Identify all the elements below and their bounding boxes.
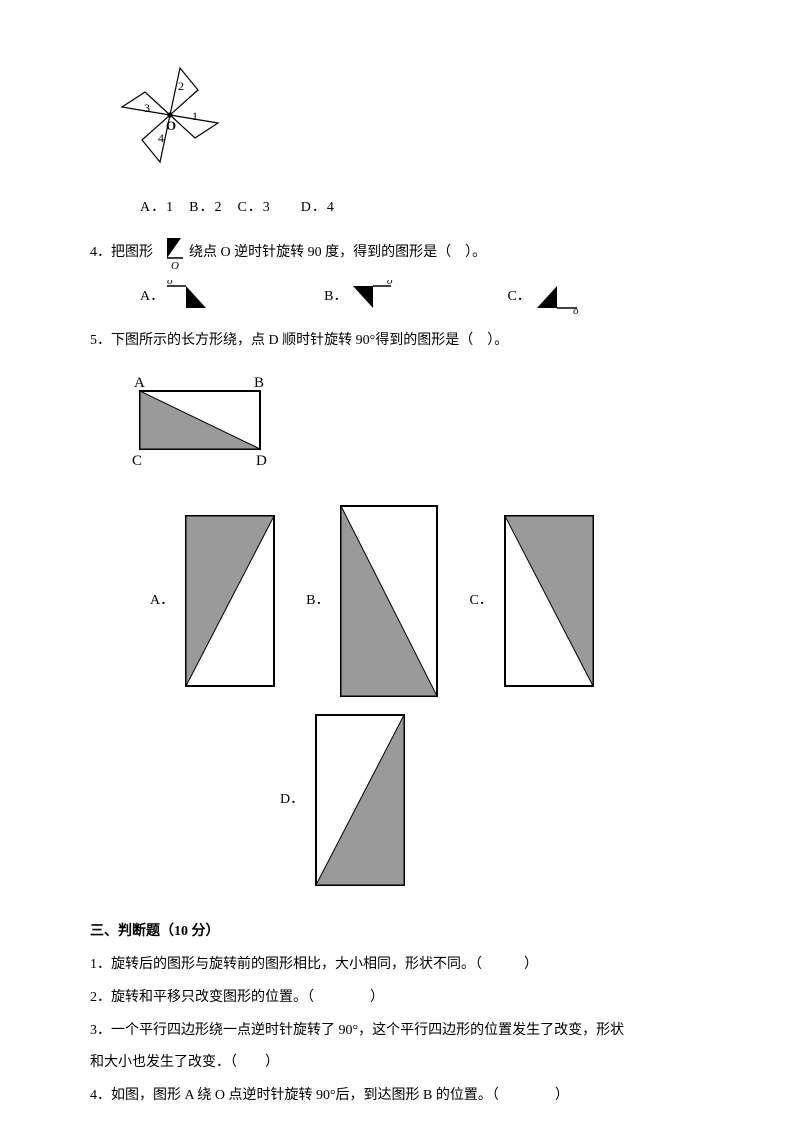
svg-text:D: D: [256, 453, 267, 469]
q5-rect-svg: A B C D: [120, 371, 290, 471]
q4-text-after: 绕点 O 逆时针旋转 90 度，得到的图形是（ ）。: [189, 238, 486, 269]
pinwheel-label-1: 1: [192, 109, 198, 123]
svg-text:o: o: [573, 305, 579, 316]
question-5: 5．下图所示的长方形绕，点 D 顺时针旋转 90°得到的图形是（ ）。: [90, 326, 704, 357]
svg-text:O: O: [171, 260, 179, 272]
q5-option-a: A．: [150, 514, 276, 688]
q4-optB-icon: o: [347, 280, 397, 316]
judge-1: 1．旋转后的图形与旋转前的图形相比，大小相同，形状不同。（ ）: [90, 950, 704, 981]
pinwheel-label-3: 3: [144, 101, 150, 115]
q4-optC-label: C．: [507, 282, 530, 313]
judge-3b: 和大小也发生了改变．（ ）: [90, 1048, 704, 1079]
q4-optB-label: B．: [324, 282, 347, 313]
q5-optC-label: C．: [469, 586, 492, 617]
svg-text:B: B: [254, 375, 264, 391]
q5-optA-label: A．: [150, 586, 174, 617]
q5-optD-label: D．: [280, 785, 304, 816]
judge-4: 4．如图，图形 A 绕 O 点逆时针旋转 90°后，到达图形 B 的位置。（ ）: [90, 1081, 704, 1112]
pinwheel-label-2: 2: [178, 79, 184, 93]
q4-optC-icon: o: [531, 280, 585, 316]
pinwheel-figure: 1 2 3 4 O: [110, 60, 704, 183]
pinwheel-svg: 1 2 3 4 O: [110, 60, 230, 170]
q5-options-row1: A． B． C．: [150, 504, 704, 698]
q5-optA-icon: [184, 514, 276, 688]
q5-optD-icon: [314, 713, 406, 887]
q4-text-before: 4．把图形: [90, 238, 153, 269]
q4-option-b: B． o: [324, 280, 397, 316]
q4-shape-icon: O: [153, 236, 189, 272]
q5-reference-rect: A B C D: [120, 371, 704, 484]
q5-option-b: B．: [306, 504, 439, 698]
q5-option-c: C．: [469, 514, 594, 688]
section-3-title: 三、判断题（10 分）: [90, 917, 704, 948]
q4-optA-label: A．: [140, 282, 164, 313]
svg-text:A: A: [134, 375, 145, 391]
judge-2: 2．旋转和平移只改变图形的位置。（ ）: [90, 983, 704, 1014]
question-4: 4．把图形 O 绕点 O 逆时针旋转 90 度，得到的图形是（ ）。: [90, 236, 704, 272]
q5-optB-icon: [339, 504, 439, 698]
svg-text:C: C: [132, 453, 142, 469]
q5-options-row2: D．: [280, 713, 704, 887]
q5-optB-label: B．: [306, 586, 329, 617]
svg-text:o: o: [387, 280, 393, 287]
pinwheel-options: A．1 B．2 C．3 D．4: [140, 193, 704, 224]
pinwheel-center-label: O: [166, 118, 176, 133]
q5-option-d: D．: [280, 713, 406, 887]
svg-text:o: o: [167, 280, 173, 287]
q4-option-a: A． o: [140, 280, 214, 316]
q4-optA-icon: o: [164, 280, 214, 316]
pinwheel-label-4: 4: [158, 131, 164, 145]
q5-optC-icon: [503, 514, 595, 688]
q4-option-c: C． o: [507, 280, 584, 316]
judge-3: 3．一个平行四边形绕一点逆时针旋转了 90°，这个平行四边形的位置发生了改变，形…: [90, 1016, 704, 1047]
q4-options: A． o B． o C． o: [140, 280, 704, 316]
